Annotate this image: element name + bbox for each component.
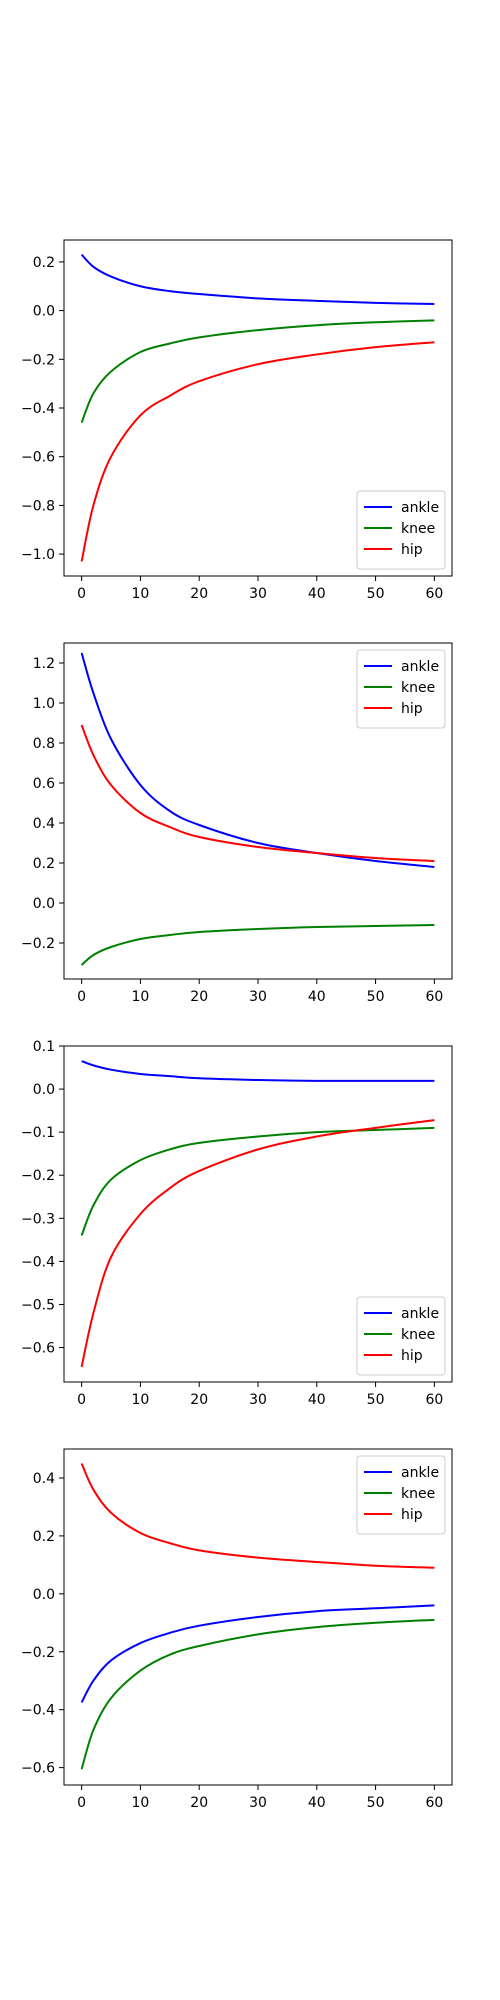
- legend-label-ankle: ankle: [401, 1465, 439, 1481]
- legend-label-knee: knee: [401, 1327, 435, 1343]
- legend-label-hip: hip: [401, 1348, 423, 1364]
- x-tick-label: 20: [190, 989, 208, 1005]
- legend: ankle knee hip: [356, 1455, 446, 1535]
- x-tick-label: 0: [77, 1392, 86, 1408]
- y-tick-label: −0.3: [21, 1211, 55, 1227]
- legend-label-knee: knee: [401, 521, 435, 537]
- y-tick-label: −0.5: [21, 1297, 55, 1313]
- y-tick-label: 1.2: [33, 656, 55, 672]
- legend-label-knee: knee: [401, 680, 435, 696]
- x-tick-label: 40: [308, 989, 326, 1005]
- y-tick-label: 0.2: [33, 255, 55, 271]
- x-tick-label: 20: [190, 1392, 208, 1408]
- y-tick-label: 0.4: [33, 1471, 55, 1487]
- x-tick-label: 60: [425, 989, 443, 1005]
- x-tick-label: 30: [249, 1392, 267, 1408]
- x-tick-label: 10: [132, 1392, 150, 1408]
- y-tick-label: 0.2: [33, 856, 55, 872]
- y-tick-label: 0.0: [33, 304, 55, 320]
- chart-panel-3: 0 10 20 30 40 50 60 −0.6 −0.5 −0.4 −0.3 −0.2 −0.1 0.0…: [21, 1039, 453, 1408]
- series-line-hip: [80, 1463, 435, 1569]
- legend-label-hip: hip: [401, 542, 423, 558]
- legend-label-ankle: ankle: [401, 659, 439, 675]
- y-tick-label: 0.4: [33, 816, 55, 832]
- y-tick-label: −0.6: [21, 1761, 55, 1777]
- x-tick-label: 40: [308, 1795, 326, 1811]
- y-tick-label: −0.4: [21, 401, 55, 417]
- legend: ankle knee hip: [356, 1296, 446, 1376]
- x-tick-label: 30: [249, 586, 267, 602]
- y-tick-label: 0.6: [33, 776, 55, 792]
- chart-panel-2: 0 10 20 30 40 50 60 −0.2 0.0 0.2 0.4 0.6 0.8 1.0 1.2 an…: [21, 642, 453, 1005]
- y-tick-label: −0.2: [21, 936, 55, 952]
- y-tick-label: 0.8: [33, 736, 55, 752]
- y-tick-label: 0.1: [33, 1039, 55, 1055]
- x-tick-label: 20: [190, 586, 208, 602]
- y-tick-label: 0.0: [33, 1082, 55, 1098]
- x-tick-label: 10: [132, 586, 150, 602]
- x-tick-label: 50: [367, 1795, 385, 1811]
- x-tick-label: 50: [367, 1392, 385, 1408]
- y-tick-label: −0.2: [21, 1168, 55, 1184]
- y-tick-label: −0.1: [21, 1125, 55, 1141]
- x-tick-label: 40: [308, 586, 326, 602]
- series-line-hip: [80, 341, 435, 562]
- series-line-hip: [80, 724, 435, 862]
- y-tick-label: −0.2: [21, 1645, 55, 1661]
- series-line-hip: [80, 1119, 435, 1368]
- x-tick-label: 50: [367, 989, 385, 1005]
- y-tick-label: −0.2: [21, 352, 55, 368]
- x-tick-label: 30: [249, 1795, 267, 1811]
- x-tick-label: 60: [425, 1795, 443, 1811]
- series-line-knee: [80, 924, 435, 966]
- legend-label-hip: hip: [401, 701, 423, 717]
- y-tick-label: −0.6: [21, 1341, 55, 1357]
- x-tick-label: 10: [132, 989, 150, 1005]
- y-tick-label: −0.6: [21, 450, 55, 466]
- x-tick-label: 40: [308, 1392, 326, 1408]
- x-tick-label: 0: [77, 989, 86, 1005]
- y-tick-label: −1.0: [21, 547, 55, 563]
- x-tick-label: 30: [249, 989, 267, 1005]
- y-tick-label: 0.0: [33, 1587, 55, 1603]
- x-tick-label: 10: [132, 1795, 150, 1811]
- series-line-ankle: [80, 652, 435, 868]
- y-tick-label: −0.8: [21, 498, 55, 514]
- x-tick-label: 60: [425, 1392, 443, 1408]
- legend-label-hip: hip: [401, 1507, 423, 1523]
- series-line-knee: [80, 319, 435, 423]
- legend-label-ankle: ankle: [401, 500, 439, 516]
- series-line-ankle: [81, 1060, 435, 1082]
- x-tick-label: 20: [190, 1795, 208, 1811]
- x-tick-label: 0: [77, 586, 86, 602]
- chart-panel-4: 0 10 20 30 40 50 60 −0.6 −0.4 −0.2 0.0 0.2 0.4 ankle k…: [21, 1448, 453, 1811]
- x-tick-label: 60: [425, 586, 443, 602]
- legend: ankle knee hip: [356, 490, 446, 570]
- y-tick-label: 0.2: [33, 1529, 55, 1545]
- series-line-ankle: [80, 1604, 435, 1703]
- x-tick-label: 50: [367, 586, 385, 602]
- series-line-ankle: [80, 253, 435, 306]
- legend-label-knee: knee: [401, 1486, 435, 1502]
- chart-panel-1: 0 10 20 30 40 50 60 −1.0 −0.8 −0.6 −0.4 −0.2 0.0 0.2 a…: [21, 239, 453, 602]
- series-line-knee: [80, 1618, 435, 1770]
- legend-label-ankle: ankle: [401, 1306, 439, 1322]
- x-tick-label: 0: [77, 1795, 86, 1811]
- y-tick-label: −0.4: [21, 1703, 55, 1719]
- y-tick-label: 0.0: [33, 896, 55, 912]
- y-tick-label: 1.0: [33, 696, 55, 712]
- y-tick-label: −0.4: [21, 1254, 55, 1270]
- legend: ankle knee hip: [356, 649, 446, 729]
